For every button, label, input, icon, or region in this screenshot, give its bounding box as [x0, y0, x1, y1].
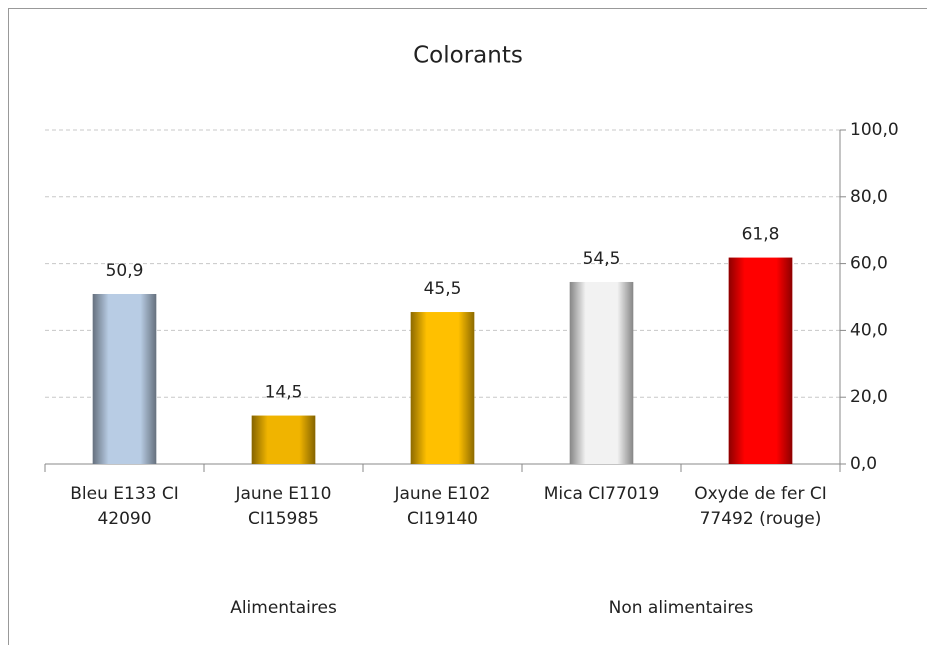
- value-label: 61,8: [742, 225, 780, 245]
- bar-shade: [92, 293, 157, 464]
- x-tick-label: Bleu E133 CI 42090: [70, 484, 179, 529]
- y-tick-label: 100,0: [850, 120, 899, 140]
- y-tick-label: 40,0: [850, 320, 888, 340]
- group-label: Alimentaires: [230, 598, 337, 618]
- group-label: Non alimentaires: [608, 598, 754, 618]
- y-tick-label: 0,0: [850, 454, 877, 474]
- bar-shade: [569, 281, 634, 464]
- value-label: 45,5: [424, 279, 462, 299]
- x-tick-label: Mica CI77019: [543, 484, 660, 504]
- bar-shade: [728, 257, 793, 464]
- x-tick-label: Jaune E110 CI15985: [235, 484, 332, 529]
- value-label: 14,5: [265, 383, 303, 403]
- value-label: 50,9: [106, 261, 144, 281]
- y-tick-label: 20,0: [850, 387, 888, 407]
- bar-shade: [251, 415, 316, 464]
- bar-shade: [410, 312, 475, 464]
- x-tick-label: Oxyde de fer CI 77492 (rouge): [694, 484, 827, 529]
- x-tick-label: Jaune E102 CI19140: [394, 484, 491, 529]
- y-tick-label: 80,0: [850, 187, 888, 207]
- y-tick-label: 60,0: [850, 254, 888, 274]
- value-label: 54,5: [583, 249, 621, 269]
- chart-title: Colorants: [413, 43, 523, 69]
